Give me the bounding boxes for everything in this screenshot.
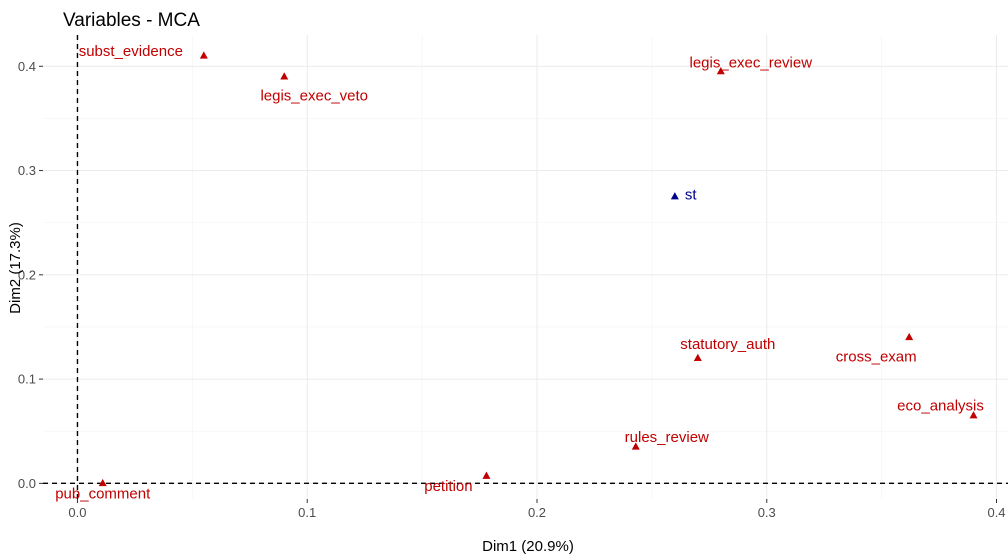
point-label: subst_evidence	[79, 43, 183, 60]
y-axis-title: Dim2 (17.3%)	[7, 222, 24, 314]
x-tick-label: 0.4	[987, 505, 1005, 520]
point-label: eco_analysis	[897, 398, 984, 415]
point-label: petition	[424, 478, 472, 495]
grid-lines	[43, 35, 1008, 499]
chart-title: Variables - MCA	[63, 10, 200, 31]
axis-ticks: 0.0 0.1 0.2 0.3 0.4 0.0 0.1 0.2 0.3 0.4	[18, 59, 1006, 520]
x-tick-label: 0.0	[68, 505, 86, 520]
y-tick-label: 0.4	[18, 59, 36, 74]
x-tick-label: 0.3	[758, 505, 776, 520]
point-label: cross_exam	[836, 348, 917, 365]
point-marker	[98, 478, 107, 487]
point-marker	[716, 66, 725, 75]
point-label: legis_exec_veto	[260, 88, 368, 105]
x-axis-title: Dim1 (20.9%)	[482, 538, 574, 555]
x-tick-label: 0.1	[298, 505, 316, 520]
point-marker	[280, 72, 289, 80]
y-tick-label: 0.1	[18, 372, 36, 387]
point-label: legis_exec_review	[690, 54, 813, 71]
point-label: statutory_auth	[680, 336, 775, 353]
plot-panel	[43, 35, 1008, 499]
point-label: pub_comment	[55, 485, 151, 502]
point-marker	[969, 411, 978, 419]
reference-lines	[43, 35, 1008, 499]
point-marker	[670, 192, 679, 200]
x-tick-label: 0.2	[528, 505, 546, 520]
point-marker	[199, 51, 208, 59]
y-tick-label: 0.2	[18, 267, 36, 282]
point-marker	[482, 471, 491, 479]
point-marker	[693, 353, 702, 362]
point-label: rules_review	[625, 429, 709, 446]
point-marker	[905, 332, 914, 341]
point-label: st	[685, 187, 698, 204]
y-tick-label: 0.3	[18, 163, 36, 178]
point-marker	[631, 442, 640, 450]
data-points: subst_evidence legis_exec_veto legis_exec_…	[55, 43, 984, 503]
y-tick-label: 0.0	[18, 476, 36, 491]
